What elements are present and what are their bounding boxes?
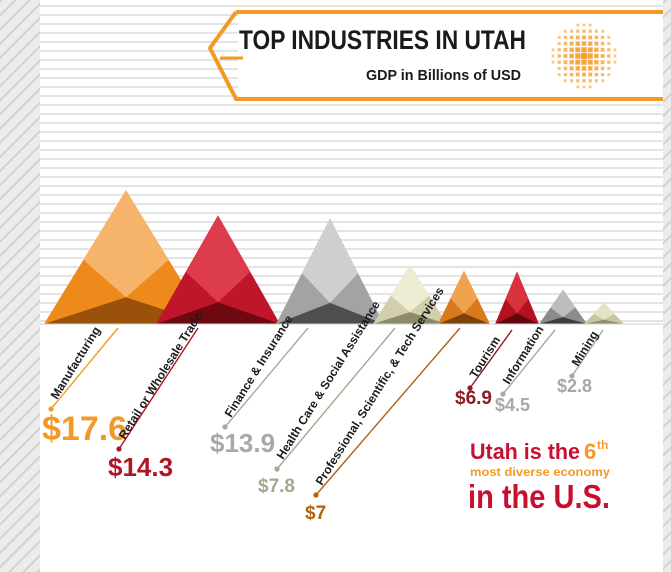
peak-6 [539, 289, 587, 324]
callout-line1: Utah is the [470, 439, 580, 464]
peak-3 [373, 264, 447, 324]
chart-subtitle: GDP in Billions of USD [366, 67, 521, 84]
callout-line2: most diverse economy [470, 465, 610, 479]
value-label-4: $7 [305, 503, 326, 524]
globe-icon [551, 23, 617, 89]
diversity-callout: Utah is the 6 th most diverse economy in… [468, 438, 610, 515]
callout-rank: 6 [584, 439, 596, 464]
value-label-5: $6.9 [455, 388, 492, 409]
callout-line3: in the U.S. [468, 478, 610, 515]
value-label-0: $17.6 [42, 410, 127, 448]
peak-5 [495, 271, 539, 324]
value-label-6: $4.5 [495, 395, 530, 415]
title-banner: TOP INDUSTRIES IN UTAH GDP in Billions o… [207, 10, 663, 102]
peaks-group [40, 190, 663, 325]
peak-7 [584, 302, 624, 324]
value-label-7: $2.8 [557, 376, 592, 396]
peak-2 [276, 218, 384, 324]
peak-1 [156, 215, 280, 324]
chart-title: TOP INDUSTRIES IN UTAH [239, 25, 526, 55]
peak-4 [438, 270, 490, 324]
value-label-1: $14.3 [108, 452, 173, 482]
value-label-3: $7.8 [258, 476, 295, 497]
callout-rank-suffix: th [597, 438, 608, 452]
value-label-2: $13.9 [210, 428, 275, 458]
